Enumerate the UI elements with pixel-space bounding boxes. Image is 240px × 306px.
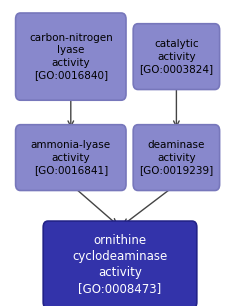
FancyBboxPatch shape (16, 125, 126, 190)
Text: carbon-nitrogen
lyase
activity
[GO:0016840]: carbon-nitrogen lyase activity [GO:00168… (29, 33, 113, 80)
Text: ornithine
cyclodeaminase
activity
[GO:0008473]: ornithine cyclodeaminase activity [GO:00… (72, 234, 168, 295)
Text: deaminase
activity
[GO:0019239]: deaminase activity [GO:0019239] (139, 140, 214, 175)
Text: ammonia-lyase
activity
[GO:0016841]: ammonia-lyase activity [GO:0016841] (31, 140, 111, 175)
FancyBboxPatch shape (133, 125, 220, 190)
FancyBboxPatch shape (133, 24, 220, 90)
FancyBboxPatch shape (43, 221, 197, 306)
FancyBboxPatch shape (16, 13, 126, 100)
Text: catalytic
activity
[GO:0003824]: catalytic activity [GO:0003824] (139, 39, 213, 74)
